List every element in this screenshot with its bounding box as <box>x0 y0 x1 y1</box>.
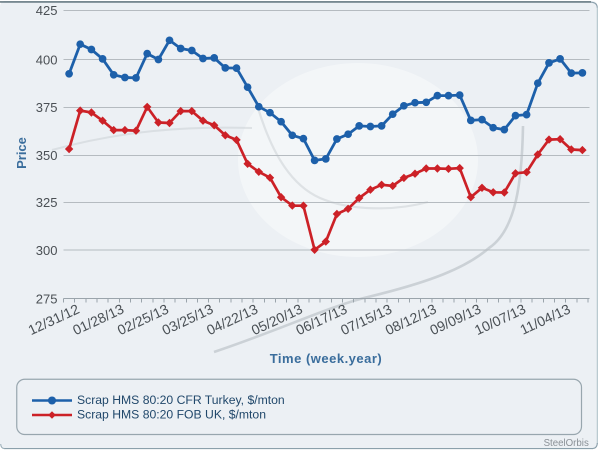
svg-text:275: 275 <box>36 291 58 306</box>
svg-text:375: 375 <box>36 100 58 115</box>
svg-text:Price: Price <box>14 137 29 169</box>
svg-text:425: 425 <box>36 3 58 18</box>
svg-text:Time (week.year): Time (week.year) <box>270 351 383 366</box>
svg-text:300: 300 <box>36 243 58 258</box>
svg-text:350: 350 <box>36 148 58 163</box>
svg-text:325: 325 <box>36 195 58 210</box>
svg-text:Scrap HMS 80:20 CFR Turkey, $/: Scrap HMS 80:20 CFR Turkey, $/mton <box>77 393 285 407</box>
svg-text:SteelOrbis: SteelOrbis <box>544 438 589 449</box>
svg-text:Scrap HMS 80:20 FOB UK, $/mton: Scrap HMS 80:20 FOB UK, $/mton <box>77 407 266 421</box>
svg-text:400: 400 <box>36 52 58 67</box>
